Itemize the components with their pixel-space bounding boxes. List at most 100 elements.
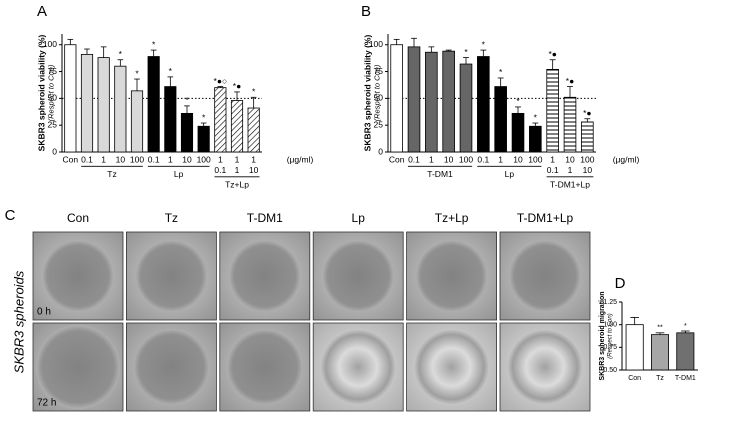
x-tick-label: 1: [251, 154, 256, 164]
y-tick-label: 0.75: [603, 344, 617, 351]
panel-label: A: [37, 3, 47, 20]
x-tick-label: 1: [498, 154, 503, 164]
spheroid: [135, 240, 208, 312]
panel-label: B: [361, 3, 371, 20]
x-tick-label: 10: [513, 154, 523, 164]
group-label: T-DM1: [427, 169, 453, 179]
column-label: T-DM1+Lp: [517, 211, 574, 225]
x-tick-label: 10: [444, 154, 454, 164]
group-label: Lp: [505, 169, 515, 179]
bar: [650, 334, 670, 371]
significance-label: *: [152, 39, 156, 49]
group-label: T-DM1+Lp: [550, 179, 590, 189]
bar: [425, 51, 438, 153]
spheroid: [415, 240, 488, 312]
bar: [114, 65, 127, 153]
spheroid: [42, 240, 114, 312]
row-label: 72 h: [37, 398, 56, 409]
bar: [494, 86, 507, 153]
x-tick-label: 10: [565, 154, 575, 164]
x-tick-label: 1: [235, 154, 240, 164]
y-tick-label: 0: [52, 146, 57, 156]
bar: [180, 112, 194, 153]
side-label: SKBR3 spheroids: [11, 270, 26, 373]
spheroid: [133, 329, 210, 405]
spheroid: [226, 329, 303, 405]
y-tick-label: 1.00: [603, 322, 617, 329]
x-tick-label: 10: [116, 154, 126, 164]
x-tick-label: 1: [101, 154, 106, 164]
unit-label: (μg/ml): [613, 154, 640, 164]
spheroid: [228, 240, 301, 312]
x-tick-label: Con: [63, 154, 79, 164]
y-axis-label: SKBR3 spheroid viability (%): [362, 35, 372, 152]
x-tick-label: 10: [249, 165, 259, 175]
x-tick-label: 100: [459, 154, 473, 164]
group-label: Tz: [107, 169, 116, 179]
bar: [197, 125, 210, 153]
significance-label: *: [482, 39, 486, 49]
x-tick-label: 100: [580, 154, 594, 164]
x-tick-label: 10: [583, 165, 593, 175]
unit-label: (μg/ml): [287, 154, 314, 164]
spheroid: [509, 240, 581, 312]
x-tick-label: T-DM1: [675, 375, 696, 382]
x-tick-label: Con: [628, 375, 641, 382]
x-tick-label: 1: [218, 154, 223, 164]
significance-label: *: [202, 112, 206, 122]
spheroid: [36, 325, 120, 409]
bar: [477, 56, 490, 153]
significance-label: **: [657, 325, 663, 332]
significance-label: *●: [583, 108, 591, 118]
significance-label: *: [169, 66, 173, 76]
x-tick-label: 1: [429, 154, 434, 164]
x-tick-label: Con: [389, 154, 405, 164]
x-tick-label: 1: [235, 165, 240, 175]
x-tick-label: 100: [197, 154, 211, 164]
y-tick-label: 1.25: [603, 299, 617, 306]
group-label: Tz+Lp: [225, 179, 249, 189]
bar: [676, 332, 695, 371]
x-tick-label: 100: [130, 154, 144, 164]
bar: [64, 44, 77, 153]
spheroid: [320, 329, 397, 405]
y-tick-label: 75: [48, 66, 58, 76]
bar: [390, 44, 403, 153]
significance-label: *: [135, 68, 139, 78]
bar: [164, 86, 177, 153]
bar: [625, 324, 644, 371]
x-tick-label: 1: [550, 154, 555, 164]
x-tick-label: 0.1: [408, 154, 420, 164]
x-tick-label: 1: [168, 154, 173, 164]
x-tick-label: Tz: [656, 375, 664, 382]
column-label: Con: [67, 211, 89, 225]
bar: [581, 121, 594, 153]
significance-label: *●: [548, 49, 556, 59]
y-tick-label: 100: [369, 39, 383, 49]
panel-label: C: [5, 207, 16, 224]
spheroid: [322, 240, 395, 312]
column-label: T-DM1: [247, 211, 283, 225]
significance-label: *: [684, 323, 687, 330]
bar: [230, 100, 244, 153]
significance-label: *●: [233, 81, 241, 91]
x-tick-label: 0.1: [148, 154, 160, 164]
spheroid: [507, 329, 583, 405]
significance-label: *: [185, 95, 189, 105]
significance-label: *: [534, 112, 538, 122]
y-tick-label: 25: [374, 119, 384, 129]
significance-label: *: [499, 67, 503, 77]
bar: [529, 125, 542, 153]
x-tick-label: 0.1: [214, 165, 226, 175]
column-label: Lp: [352, 211, 366, 225]
bar: [511, 112, 525, 153]
bar: [130, 90, 144, 153]
x-tick-label: 0.1: [81, 154, 93, 164]
bar: [97, 57, 110, 153]
x-tick-label: 10: [182, 154, 192, 164]
significance-label: *: [252, 87, 256, 97]
x-tick-label: 0.1: [477, 154, 489, 164]
panel-label: D: [615, 275, 626, 292]
bar: [459, 63, 473, 153]
